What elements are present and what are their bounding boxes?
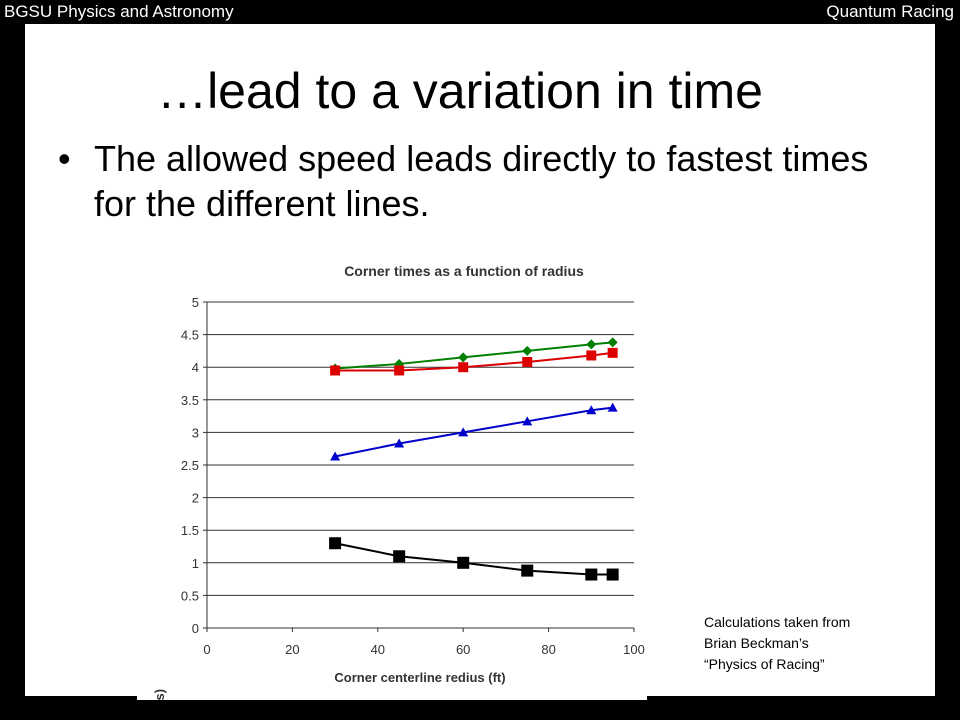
data-point [606,568,619,581]
y-tick-label: 2.5 [181,458,199,473]
bullet-icon: • [58,138,71,179]
y-tick-label: 4.5 [181,328,199,343]
data-point [521,564,534,577]
series-line [335,341,613,370]
caption-line: “Physics of Racing” [704,656,825,672]
y-tick-label: 1.5 [181,523,199,538]
x-tick-label: 100 [623,642,645,657]
y-tick-label: 5 [192,295,199,310]
data-point [330,365,341,376]
header-left-text: BGSU Physics and Astronomy [4,2,234,21]
y-tick-label: 0.5 [181,588,199,603]
data-point [586,405,597,415]
data-point [393,550,406,563]
data-point [394,365,405,376]
bullet-point: • The allowed speed leads directly to fa… [58,136,918,226]
x-tick-label: 60 [456,642,470,657]
series-lines [329,337,619,581]
series-line [334,406,613,458]
data-point [458,352,469,363]
series-line [334,542,613,576]
data-point [586,339,597,350]
data-point [522,345,533,356]
data-point [522,356,533,367]
y-tick-label: 1 [192,556,199,571]
data-point [585,568,598,581]
y-tick-labels: 0 0.5 1 1.5 2 2.5 3 3.5 4 4.5 5 [181,295,199,636]
grid-lines [207,301,634,596]
y-tick-label: 3.5 [181,393,199,408]
y-tick-label: 0 [192,621,199,636]
bullet-text: The allowed speed leads directly to fast… [94,138,869,224]
x-tick-label: 20 [285,642,299,657]
slide-title: …lead to a variation in time [157,63,763,119]
data-point [607,402,618,412]
data-point [607,337,618,348]
chart-image: Corner times as a function of radius 0 0.… [137,248,647,700]
data-point [457,556,470,569]
data-point [586,350,597,361]
x-tick-label: 80 [541,642,555,657]
x-tick-label: 40 [371,642,385,657]
chart-svg: Corner times as a function of radius 0 0.… [152,263,645,700]
data-point [607,347,618,358]
data-point [394,438,405,448]
y-tick-label: 3 [192,425,199,440]
y-axis-label: time (s) [152,689,167,700]
y-tick-label: 2 [192,491,199,506]
chart-title: Corner times as a function of radius [344,263,584,279]
y-tick-label: 4 [192,360,199,375]
data-point [330,451,341,461]
data-point [458,362,469,373]
data-point [329,537,342,550]
axes [203,301,635,632]
caption-line: Brian Beckman’s [704,635,809,651]
data-point [522,416,533,426]
data-point [458,427,469,437]
x-axis-label: Corner centerline redius (ft) [334,670,505,685]
caption-line: Calculations taken from [704,614,851,630]
x-tick-labels: 0 20 40 60 80 100 [203,642,644,657]
source-caption: Calculations taken from Brian Beckman’s … [704,612,914,675]
header-right-text: Quantum Racing [826,2,954,21]
x-tick-label: 0 [203,642,210,657]
